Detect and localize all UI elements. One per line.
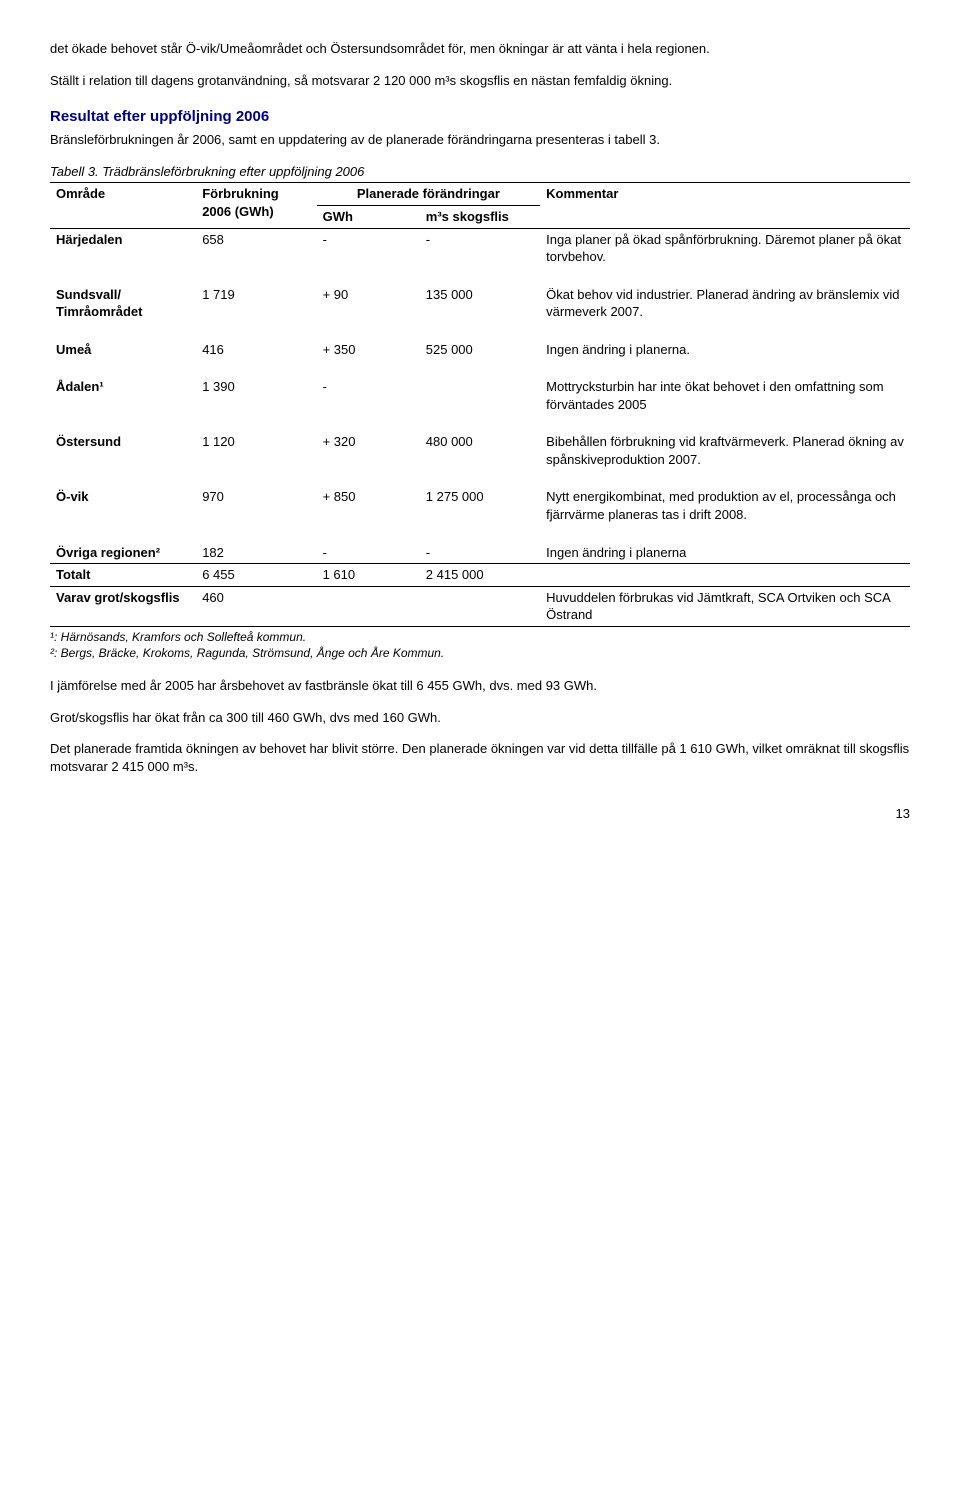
footnote-1: ¹: Härnösands, Kramfors och Sollefteå ko…	[50, 629, 910, 645]
cell-m3s: 2 415 000	[420, 564, 540, 587]
cell-cons: 416	[196, 339, 316, 361]
after-paragraph-2: Grot/skogsflis har ökat från ca 300 till…	[50, 709, 910, 727]
cell-cons: 970	[196, 486, 316, 525]
cell-gwh: + 350	[317, 339, 420, 361]
table-row: Ådalen¹1 390- Mottrycksturbin har inte ök…	[50, 376, 910, 415]
table-row: Sundsvall/ Timråområdet1 719+ 90135 000Ö…	[50, 284, 910, 323]
cell-m3s	[420, 586, 540, 626]
cell-area: Totalt	[50, 564, 196, 587]
cell-m3s: -	[420, 228, 540, 268]
cell-comment	[540, 564, 910, 587]
footnote-2: ²: Bergs, Bräcke, Krokoms, Ragunda, Strö…	[50, 645, 910, 661]
cell-cons: 6 455	[196, 564, 316, 587]
section-heading: Resultat efter uppföljning 2006	[50, 107, 910, 127]
cell-area: Sundsvall/ Timråområdet	[50, 284, 196, 323]
cell-comment: Ökat behov vid industrier. Planerad ändr…	[540, 284, 910, 323]
cell-cons: 460	[196, 586, 316, 626]
cell-gwh: + 90	[317, 284, 420, 323]
cell-area: Härjedalen	[50, 228, 196, 268]
cell-cons: 1 120	[196, 431, 316, 470]
cell-gwh: 1 610	[317, 564, 420, 587]
cell-m3s: 135 000	[420, 284, 540, 323]
cell-area: Övriga regionen²	[50, 542, 196, 564]
cell-area: Ådalen¹	[50, 376, 196, 415]
table-row-total: Totalt 6 455 1 610 2 415 000	[50, 564, 910, 587]
cell-comment: Mottrycksturbin har inte ökat behovet i …	[540, 376, 910, 415]
cell-area: Östersund	[50, 431, 196, 470]
intro-paragraph-2: Ställt i relation till dagens grotanvänd…	[50, 72, 910, 90]
data-table: Område Förbrukning 2006 (GWh) Planerade …	[50, 182, 910, 626]
table-row-varav: Varav grot/skogsflis 460 Huvuddelen förb…	[50, 586, 910, 626]
cell-gwh: -	[317, 376, 420, 415]
cell-comment: Ingen ändring i planerna.	[540, 339, 910, 361]
table-row: Härjedalen658--Inga planer på ökad spånf…	[50, 228, 910, 268]
section-body: Bränsleförbrukningen år 2006, samt en up…	[50, 131, 910, 149]
cell-cons: 658	[196, 228, 316, 268]
cell-comment: Huvuddelen förbrukas vid Jämtkraft, SCA …	[540, 586, 910, 626]
th-m3s: m³s skogsflis	[420, 205, 540, 228]
cell-m3s: 525 000	[420, 339, 540, 361]
cell-gwh: -	[317, 228, 420, 268]
cell-comment: Inga planer på ökad spånförbrukning. Där…	[540, 228, 910, 268]
cell-area: Varav grot/skogsflis	[50, 586, 196, 626]
table-caption: Tabell 3. Trädbränsleförbrukning efter u…	[50, 163, 910, 181]
cell-m3s: 480 000	[420, 431, 540, 470]
page-number: 13	[50, 805, 910, 823]
cell-m3s: -	[420, 542, 540, 564]
th-consumption: Förbrukning 2006 (GWh)	[196, 183, 316, 228]
table-row: Ö-vik970+ 8501 275 000Nytt energikombina…	[50, 486, 910, 525]
cell-gwh	[317, 586, 420, 626]
after-paragraph-1: I jämförelse med år 2005 har årsbehovet …	[50, 677, 910, 695]
th-gwh: GWh	[317, 205, 420, 228]
table-row: Umeå416+ 350525 000Ingen ändring i plane…	[50, 339, 910, 361]
cell-gwh: + 850	[317, 486, 420, 525]
cell-m3s: 1 275 000	[420, 486, 540, 525]
th-changes: Planerade förändringar	[317, 183, 541, 206]
cell-comment: Ingen ändring i planerna	[540, 542, 910, 564]
cell-area: Ö-vik	[50, 486, 196, 525]
cell-area: Umeå	[50, 339, 196, 361]
cell-cons: 182	[196, 542, 316, 564]
intro-paragraph-1: det ökade behovet står Ö-vik/Umeåområdet…	[50, 40, 910, 58]
cell-cons: 1 390	[196, 376, 316, 415]
cell-comment: Bibehållen förbrukning vid kraftvärmever…	[540, 431, 910, 470]
cell-gwh: + 320	[317, 431, 420, 470]
table-row: Östersund1 120+ 320480 000Bibehållen för…	[50, 431, 910, 470]
table-row: Övriga regionen²182--Ingen ändring i pla…	[50, 542, 910, 564]
th-comment: Kommentar	[540, 183, 910, 228]
after-paragraph-3: Det planerade framtida ökningen av behov…	[50, 740, 910, 775]
cell-comment: Nytt energikombinat, med produktion av e…	[540, 486, 910, 525]
cell-cons: 1 719	[196, 284, 316, 323]
cell-gwh: -	[317, 542, 420, 564]
th-area: Område	[50, 183, 196, 228]
cell-m3s	[420, 376, 540, 415]
